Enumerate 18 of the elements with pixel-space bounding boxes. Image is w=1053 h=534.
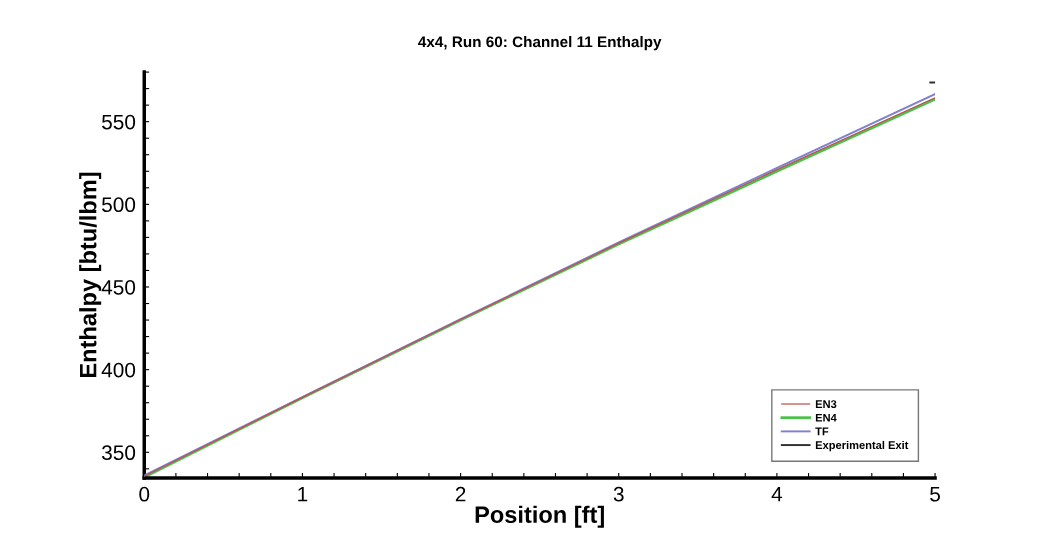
x-axis-title: Position [ft] — [475, 505, 604, 528]
y-tick-label: 550 — [102, 114, 136, 130]
legend-label: Experimental Exit — [815, 440, 909, 452]
y-tick-label: 450 — [101, 280, 136, 295]
x-tick-label: 1 — [298, 487, 308, 502]
y-axis-title: Enthalpy [btu/lbm] — [79, 172, 102, 378]
y-tick-label: 400 — [101, 362, 136, 378]
y-tick-label: 350 — [101, 445, 136, 461]
x-tick-label: 2 — [455, 486, 466, 502]
x-tick-label: 5 — [930, 487, 940, 502]
legend-label: EN3 — [815, 400, 837, 409]
legend-label: TF — [815, 427, 829, 436]
x-tick-label: 4 — [771, 487, 783, 502]
chart-title: 4x4, Run 60: Channel 11 Enthalpy — [418, 36, 662, 51]
x-tick-label: 0 — [139, 486, 150, 502]
y-tick-label: 500 — [102, 197, 136, 213]
x-tick-label: 3 — [613, 486, 624, 502]
legend-label: EN4 — [815, 413, 837, 422]
